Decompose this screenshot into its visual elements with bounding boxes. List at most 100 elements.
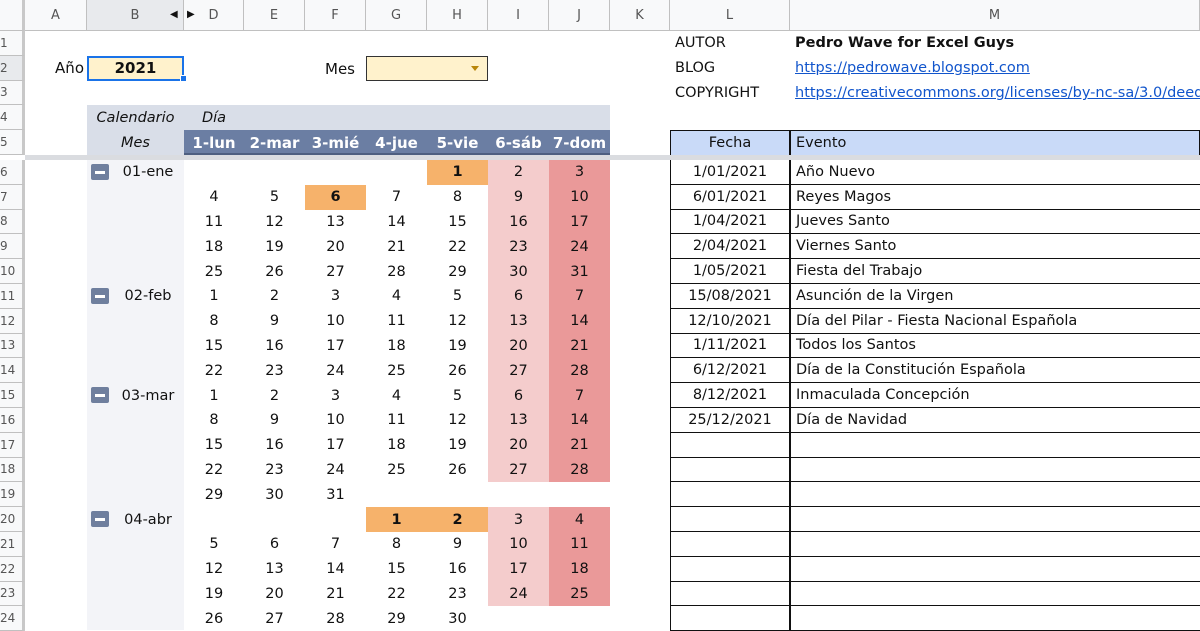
- column-header-M[interactable]: M: [790, 0, 1200, 31]
- calendar-day[interactable]: 14: [549, 408, 610, 433]
- calendar-day[interactable]: 23: [265, 461, 284, 478]
- hidden-column-left-arrow-icon[interactable]: ◀: [170, 9, 178, 20]
- empty-cell[interactable]: [670, 581, 790, 607]
- calendar-day[interactable]: 14: [549, 308, 610, 334]
- calendar-day[interactable]: 17: [326, 337, 345, 354]
- column-header-K[interactable]: K: [610, 0, 670, 31]
- row-header-20[interactable]: 20: [0, 507, 25, 532]
- calendar-day[interactable]: 18: [549, 556, 610, 582]
- calendar-day[interactable]: 15: [387, 561, 406, 578]
- calendar-day[interactable]: 22: [387, 585, 406, 602]
- calendar-day[interactable]: 17: [488, 556, 549, 582]
- event-name[interactable]: Fiesta del Trabajo: [790, 259, 1200, 284]
- calendar-day[interactable]: 2: [269, 288, 280, 305]
- calendar-day[interactable]: 25: [549, 581, 610, 607]
- calendar-day[interactable]: 3: [549, 160, 610, 185]
- column-header-E[interactable]: E: [244, 0, 305, 31]
- calendar-day[interactable]: 12: [448, 313, 467, 330]
- calendar-day[interactable]: 13: [488, 308, 549, 334]
- column-header-H[interactable]: H: [427, 0, 488, 31]
- collapse-group-button[interactable]: [91, 288, 109, 304]
- event-date[interactable]: 1/05/2021: [670, 259, 790, 284]
- calendar-day[interactable]: 23: [488, 234, 549, 260]
- calendar-day[interactable]: 11: [387, 412, 406, 429]
- calendar-day[interactable]: 5: [269, 189, 280, 206]
- calendar-day[interactable]: 1: [366, 507, 427, 532]
- calendar-day[interactable]: 15: [204, 337, 224, 354]
- event-name[interactable]: Jueves Santo: [790, 209, 1200, 235]
- calendar-day[interactable]: 2: [488, 160, 549, 185]
- calendar-day[interactable]: 28: [387, 263, 406, 280]
- row-header-4[interactable]: 4: [0, 105, 25, 131]
- row-header-15[interactable]: 15: [0, 383, 25, 408]
- event-date[interactable]: 25/12/2021: [670, 408, 790, 433]
- select-all-corner[interactable]: [0, 0, 25, 31]
- column-header-J[interactable]: J: [549, 0, 610, 31]
- event-date[interactable]: 6/01/2021: [670, 184, 790, 210]
- calendar-day[interactable]: 10: [488, 532, 549, 557]
- calendar-day[interactable]: 28: [549, 358, 610, 384]
- empty-cell[interactable]: [670, 507, 790, 532]
- row-header-23[interactable]: 23: [0, 581, 25, 607]
- empty-cell[interactable]: [790, 457, 1200, 483]
- event-name[interactable]: Día del Pilar - Fiesta Nacional Española: [790, 308, 1200, 334]
- calendar-day[interactable]: 8: [209, 313, 219, 330]
- calendar-day[interactable]: 15: [204, 437, 224, 454]
- calendar-day[interactable]: 3: [488, 507, 549, 532]
- calendar-day[interactable]: 3: [330, 387, 341, 404]
- calendar-day[interactable]: 8: [391, 536, 402, 553]
- empty-cell[interactable]: [790, 507, 1200, 532]
- column-header-I[interactable]: I: [488, 0, 549, 31]
- empty-cell[interactable]: [670, 482, 790, 508]
- event-date[interactable]: 1/11/2021: [670, 333, 790, 359]
- dropdown-arrow-icon[interactable]: [471, 66, 479, 71]
- event-name[interactable]: Inmaculada Concepción: [790, 383, 1200, 408]
- calendar-day[interactable]: 7: [549, 284, 610, 309]
- calendar-day[interactable]: 22: [204, 362, 224, 379]
- collapse-group-button[interactable]: [91, 164, 109, 180]
- empty-cell[interactable]: [790, 581, 1200, 607]
- calendar-day[interactable]: 18: [204, 238, 224, 255]
- calendar-day[interactable]: 6: [305, 184, 366, 210]
- calendar-day[interactable]: 20: [326, 238, 345, 255]
- calendar-day[interactable]: 9: [269, 412, 280, 429]
- blog-value[interactable]: https://pedrowave.blogspot.com: [795, 60, 1030, 77]
- calendar-day[interactable]: 25: [387, 362, 406, 379]
- empty-cell[interactable]: [790, 606, 1200, 631]
- calendar-day[interactable]: 24: [326, 362, 345, 379]
- empty-cell[interactable]: [670, 606, 790, 631]
- calendar-day[interactable]: 9: [488, 184, 549, 210]
- calendar-day[interactable]: 30: [488, 259, 549, 284]
- hidden-column-right-arrow-icon[interactable]: ▶: [187, 9, 195, 20]
- calendar-day[interactable]: 14: [326, 561, 345, 578]
- calendar-day[interactable]: 4: [391, 387, 402, 404]
- calendar-day[interactable]: 18: [387, 337, 406, 354]
- calendar-day[interactable]: 5: [452, 288, 463, 305]
- row-header-6[interactable]: 6: [0, 160, 25, 185]
- calendar-day[interactable]: 25: [204, 263, 224, 280]
- row-header-12[interactable]: 12: [0, 308, 25, 334]
- event-date[interactable]: 12/10/2021: [670, 308, 790, 334]
- calendar-day[interactable]: 13: [265, 561, 284, 578]
- event-date[interactable]: 2/04/2021: [670, 234, 790, 260]
- calendar-day[interactable]: 7: [549, 383, 610, 408]
- row-header-10[interactable]: 10: [0, 259, 25, 284]
- row-header-11[interactable]: 11: [0, 284, 25, 309]
- calendar-day[interactable]: 23: [448, 585, 467, 602]
- calendar-day[interactable]: 16: [488, 209, 549, 235]
- calendar-day[interactable]: 11: [204, 213, 224, 230]
- calendar-day[interactable]: 21: [326, 585, 345, 602]
- calendar-day[interactable]: 10: [326, 313, 345, 330]
- calendar-day[interactable]: 26: [265, 263, 284, 280]
- column-header-A[interactable]: A: [25, 0, 87, 31]
- calendar-day[interactable]: 21: [549, 333, 610, 359]
- empty-cell[interactable]: [670, 532, 790, 557]
- calendar-day[interactable]: 28: [549, 457, 610, 483]
- calendar-day[interactable]: 11: [387, 313, 406, 330]
- calendar-day[interactable]: 25: [387, 461, 406, 478]
- calendar-day[interactable]: 29: [387, 610, 406, 627]
- event-date[interactable]: 15/08/2021: [670, 284, 790, 309]
- calendar-day[interactable]: 23: [265, 362, 284, 379]
- calendar-day[interactable]: 21: [549, 432, 610, 458]
- row-header-8[interactable]: 8: [0, 209, 25, 235]
